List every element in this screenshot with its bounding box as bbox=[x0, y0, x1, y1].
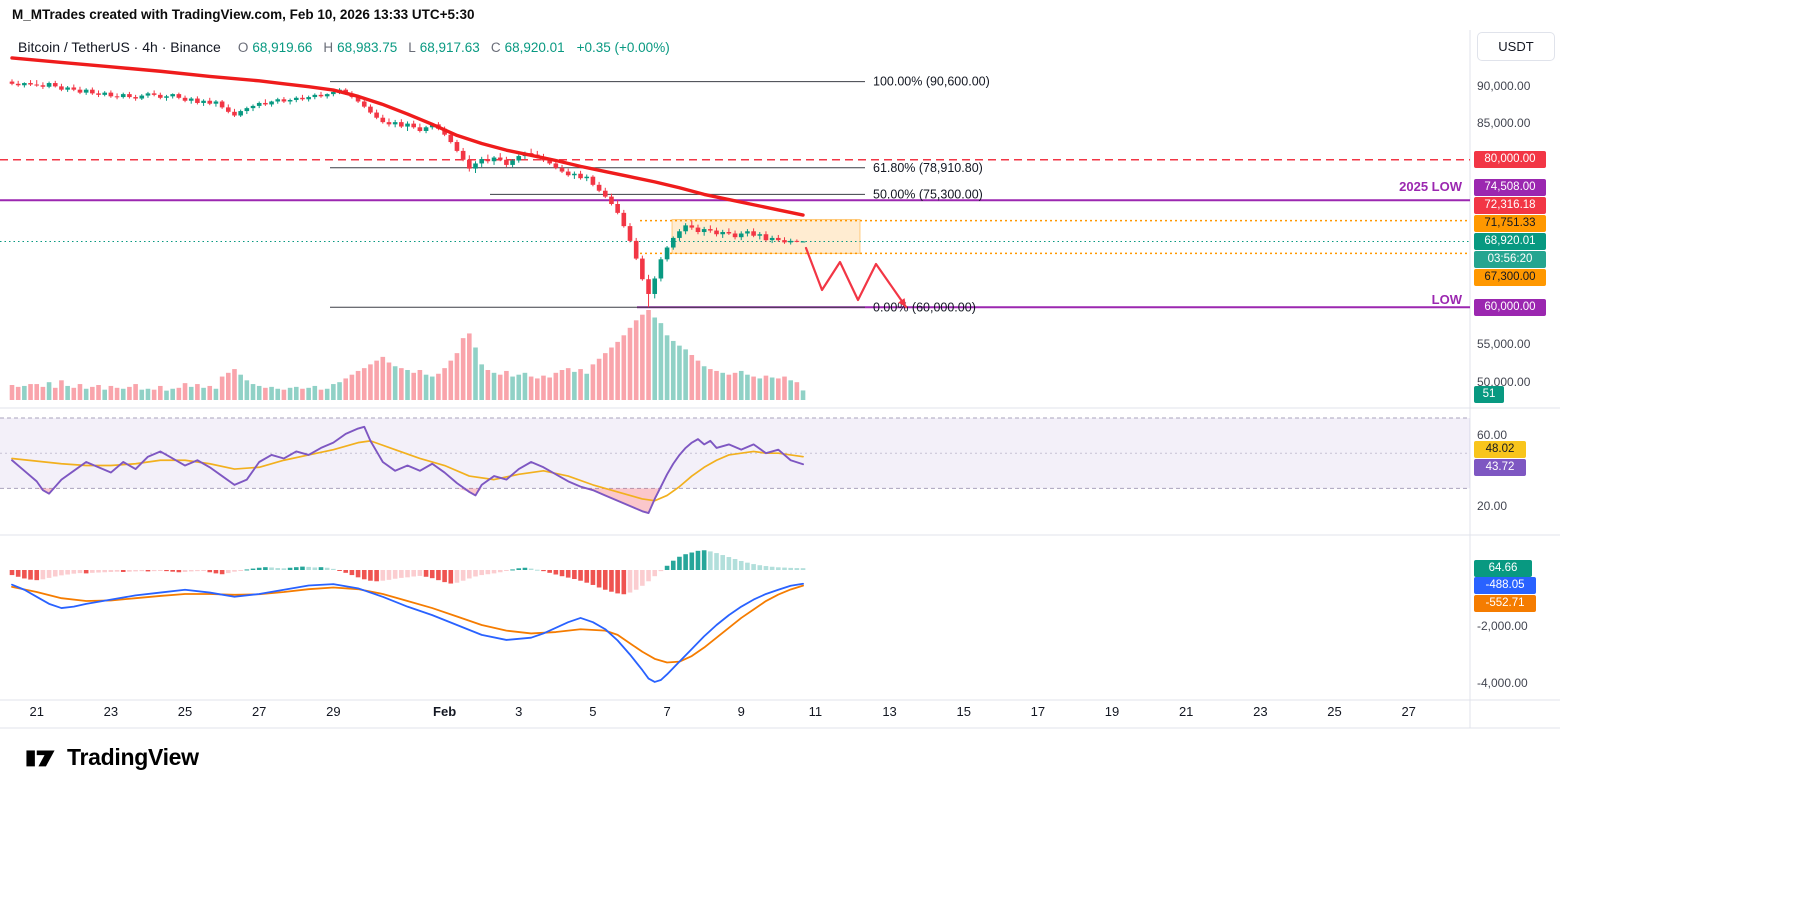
rsi-panel bbox=[11, 425, 804, 514]
high-value: 68,983.75 bbox=[337, 40, 398, 55]
close-value: 68,920.01 bbox=[504, 40, 565, 55]
axis-value-badge: 67,300.00 bbox=[1474, 269, 1546, 286]
open-value: 68,919.66 bbox=[252, 40, 313, 55]
low-value: 68,917.63 bbox=[419, 40, 480, 55]
axis-scale-label: -4,000.00 bbox=[1477, 676, 1528, 690]
axis-value-badge: 64.66 bbox=[1474, 560, 1532, 577]
axis-scale-label: 90,000.00 bbox=[1477, 79, 1531, 93]
date-label: 25 bbox=[178, 704, 192, 719]
axis-scale-label: 55,000.00 bbox=[1477, 337, 1531, 351]
axis-scale-label: 50,000.00 bbox=[1477, 375, 1531, 389]
currency-toggle-button[interactable]: USDT bbox=[1477, 32, 1555, 61]
date-label: 13 bbox=[882, 704, 896, 719]
axis-value-badge: -488.05 bbox=[1474, 577, 1536, 594]
close-label: C bbox=[490, 40, 501, 55]
red-ma-line bbox=[10, 56, 805, 217]
axis-value-badge: 80,000.00 bbox=[1474, 151, 1546, 168]
date-label: 23 bbox=[1253, 704, 1267, 719]
date-label: 11 bbox=[809, 704, 823, 719]
tradingview-logo-text: TradingView bbox=[67, 743, 199, 770]
projection-drawing bbox=[804, 246, 908, 309]
axis-value-badge: 03:56:20 bbox=[1474, 251, 1546, 268]
date-label: 27 bbox=[1401, 704, 1415, 719]
date-label: 3 bbox=[515, 704, 522, 719]
high-label: H bbox=[323, 40, 334, 55]
chart-header: Bitcoin / TetherUS · 4h · Binance O 68,91… bbox=[18, 39, 670, 55]
date-label: 21 bbox=[1179, 704, 1193, 719]
panel-separators bbox=[0, 30, 1560, 729]
price-change: +0.35 (+0.00%) bbox=[576, 40, 670, 55]
axis-scale-label: 20.00 bbox=[1477, 499, 1508, 513]
fib-level-label: 100.00% (90,600.00) bbox=[873, 75, 990, 89]
fib-level-label: 61.80% (78,910.80) bbox=[873, 161, 983, 175]
date-label: 27 bbox=[252, 704, 266, 719]
date-label: 29 bbox=[326, 704, 340, 719]
fib-retracement: 100.00% (90,600.00) 61.80% (78,910.80) 50.… bbox=[330, 75, 990, 314]
tradingview-logo[interactable]: TradingView bbox=[24, 742, 199, 772]
date-label: 7 bbox=[663, 704, 670, 719]
axis-value-badge: 74,508.00 bbox=[1474, 179, 1546, 196]
axis-value-badge: 43.72 bbox=[1474, 459, 1526, 476]
date-label: 17 bbox=[1031, 704, 1045, 719]
date-label: 15 bbox=[956, 704, 970, 719]
level-label-low: LOW bbox=[1431, 292, 1462, 307]
date-label: 23 bbox=[104, 704, 118, 719]
axis-value-badge: 51 bbox=[1474, 386, 1504, 403]
open-label: O bbox=[237, 40, 249, 55]
axis-value-badge: 60,000.00 bbox=[1474, 299, 1546, 316]
macd-panel bbox=[9, 550, 806, 683]
volume-bars bbox=[9, 310, 806, 400]
date-label: Feb bbox=[433, 704, 456, 719]
low-label: L bbox=[408, 40, 416, 55]
axis-value-badge: 72,316.18 bbox=[1474, 197, 1546, 214]
axis-value-badge: 48.02 bbox=[1474, 441, 1526, 458]
fib-level-label: 0.00% (60,000.00) bbox=[873, 300, 976, 314]
axis-value-badge: 68,920.01 bbox=[1474, 233, 1546, 250]
axis-value-badge: -552.71 bbox=[1474, 595, 1536, 612]
rsi-band bbox=[0, 417, 1470, 489]
date-label: 9 bbox=[738, 704, 745, 719]
date-label: 19 bbox=[1105, 704, 1119, 719]
axis-value-badge: 71,751.33 bbox=[1474, 215, 1546, 232]
tradingview-logo-icon bbox=[26, 750, 55, 767]
axis-scale-label: -2,000.00 bbox=[1477, 619, 1528, 633]
attribution-text: M_MTrades created with TradingView.com, … bbox=[12, 7, 475, 22]
date-label: 21 bbox=[29, 704, 43, 719]
date-label: 5 bbox=[589, 704, 596, 719]
axis-scale-label: 85,000.00 bbox=[1477, 116, 1531, 130]
time-axis: 21 23 25 27 29 Feb 3 5 7 9 11 13 15 17 19 21 23 25 27 bbox=[29, 704, 1415, 719]
symbol-title[interactable]: Bitcoin / TetherUS · 4h · Binance bbox=[18, 39, 221, 55]
level-label-2025-low: 2025 LOW bbox=[1399, 179, 1462, 194]
date-label: 25 bbox=[1327, 704, 1341, 719]
axis-scale-label: 60.00 bbox=[1477, 428, 1508, 442]
fib-level-label: 50.00% (75,300.00) bbox=[873, 187, 983, 201]
